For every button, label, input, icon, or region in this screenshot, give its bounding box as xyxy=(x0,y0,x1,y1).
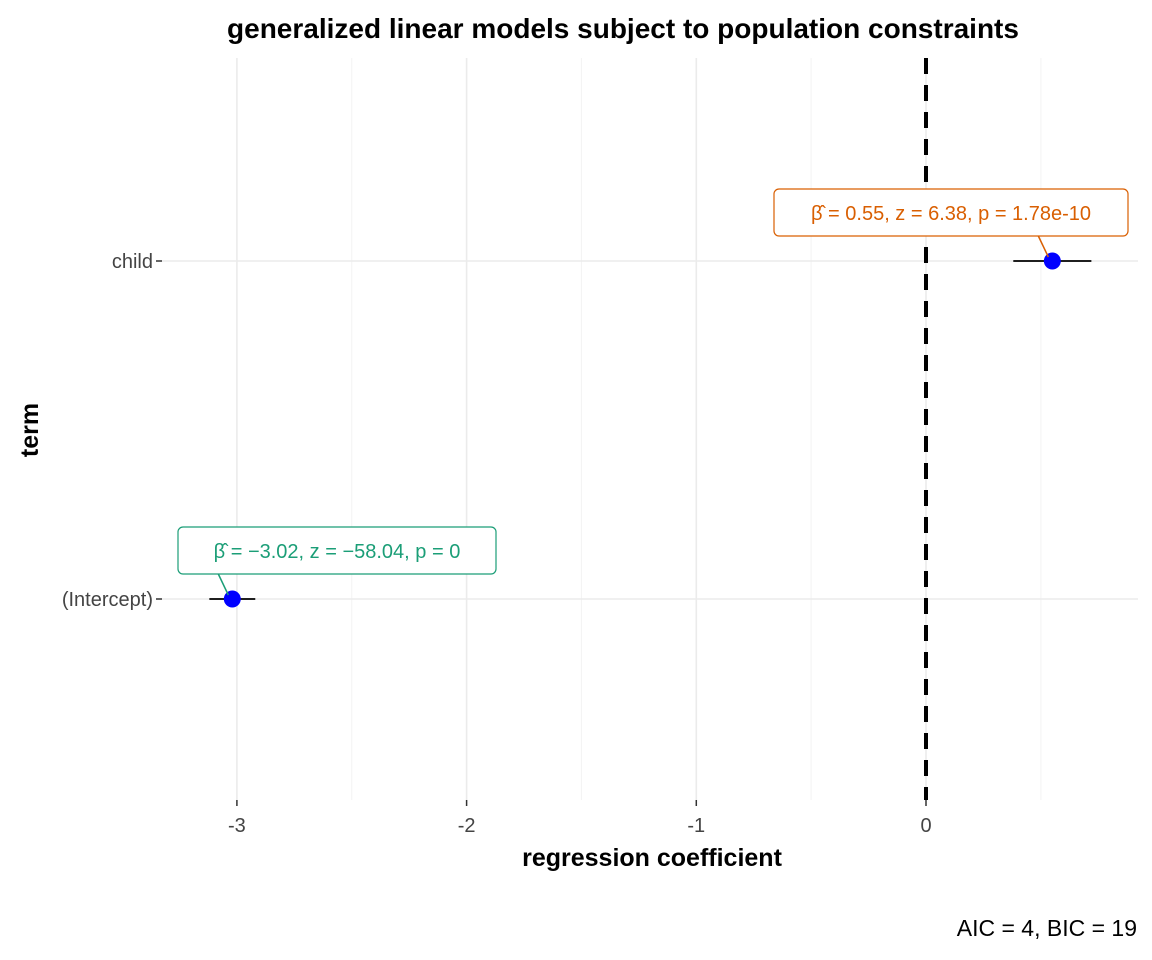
axis-ticks: -3 -2 -1 0 (Intercept) child xyxy=(62,251,932,837)
data-label: β̂ = −3.02, z = −58.04, p = 0 xyxy=(177,526,497,596)
chart-title: generalized linear models subject to pop… xyxy=(227,13,1019,44)
y-axis-title: term xyxy=(16,403,44,457)
label-connector xyxy=(217,573,229,596)
y-tick-label: (Intercept) xyxy=(62,589,153,611)
label-box xyxy=(177,526,497,575)
label-connector xyxy=(1037,235,1050,258)
label-text: β̂ = 0.55, z = 6.38, p = 1.78e-10 xyxy=(811,203,1091,225)
y-tick-label: child xyxy=(112,251,153,273)
data-labels: β̂ = −3.02, z = −58.04, p = 0 β̂ = 0.55, … xyxy=(177,188,1129,596)
x-tick-label: -3 xyxy=(228,815,246,837)
data-label: β̂ = 0.55, z = 6.38, p = 1.78e-10 xyxy=(773,188,1129,258)
data-point xyxy=(1043,252,1061,270)
grid xyxy=(162,58,1138,800)
x-axis-title: regression coefficient xyxy=(522,844,782,872)
label-box xyxy=(773,188,1129,237)
label-text: β̂ = −3.02, z = −58.04, p = 0 xyxy=(214,541,461,563)
x-tick-label: -1 xyxy=(687,815,705,837)
chart-caption: AIC = 4, BIC = 19 xyxy=(957,915,1137,941)
x-tick-label: 0 xyxy=(920,815,931,837)
x-tick-label: -2 xyxy=(458,815,476,837)
data-point xyxy=(223,590,241,608)
